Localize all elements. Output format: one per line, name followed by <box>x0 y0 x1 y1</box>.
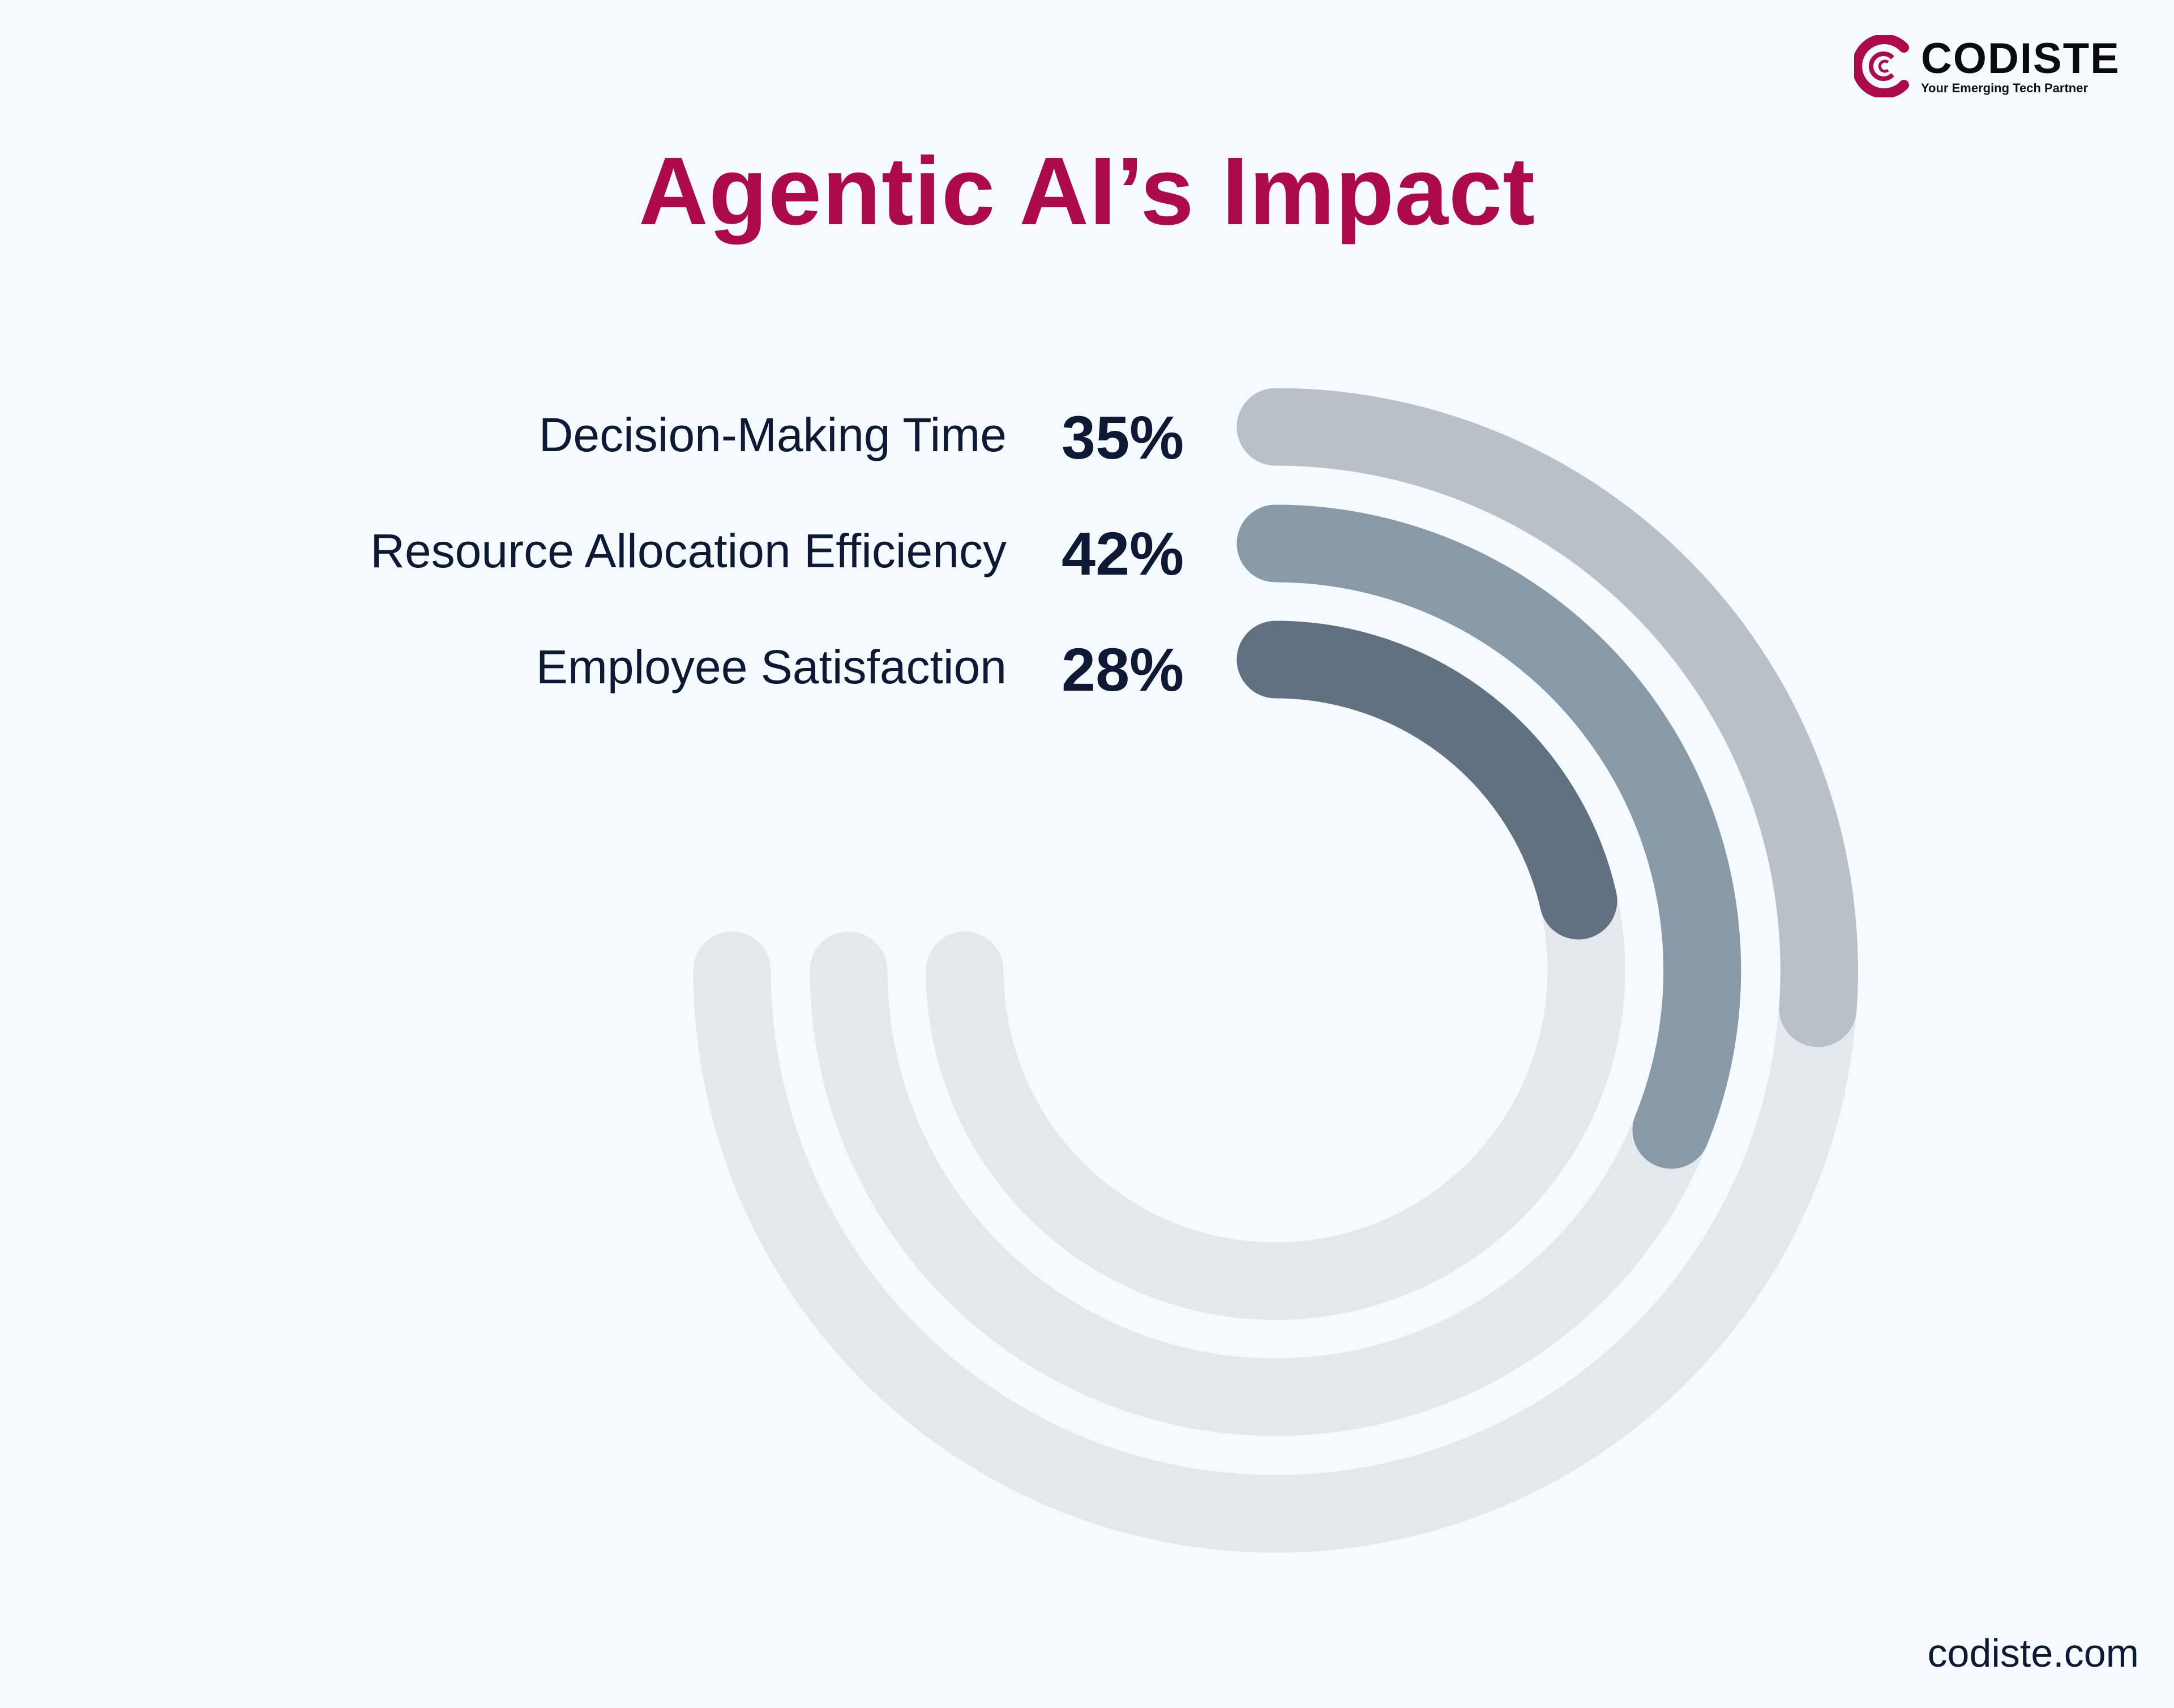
value-employee-satisfaction: 28% <box>1062 635 1184 704</box>
value-resource-allocation-efficiency: 42% <box>1062 519 1184 588</box>
brand-name: CODISTE <box>1921 35 2120 83</box>
bar-decision-making-time <box>1236 388 1858 1047</box>
label-employee-satisfaction: Employee Satisfaction <box>536 640 1007 694</box>
brand-logo: CODISTE Your Emerging Tech Partner <box>1854 35 2120 97</box>
label-decision-making-time: Decision-Making Time <box>538 408 1007 461</box>
value-decision-making-time: 35% <box>1062 403 1184 472</box>
label-resource-allocation-efficiency: Resource Allocation Efficiency <box>370 524 1007 577</box>
codiste-logo-icon <box>1854 35 1909 97</box>
page-title: Agentic AI’s Impact <box>639 138 1535 245</box>
bar-employee-satisfaction <box>1236 620 1617 940</box>
brand-tagline: Your Emerging Tech Partner <box>1921 81 2089 95</box>
footer-website: codiste.com <box>1927 1631 2139 1675</box>
bar-resource-allocation-efficiency <box>1236 504 1741 1169</box>
